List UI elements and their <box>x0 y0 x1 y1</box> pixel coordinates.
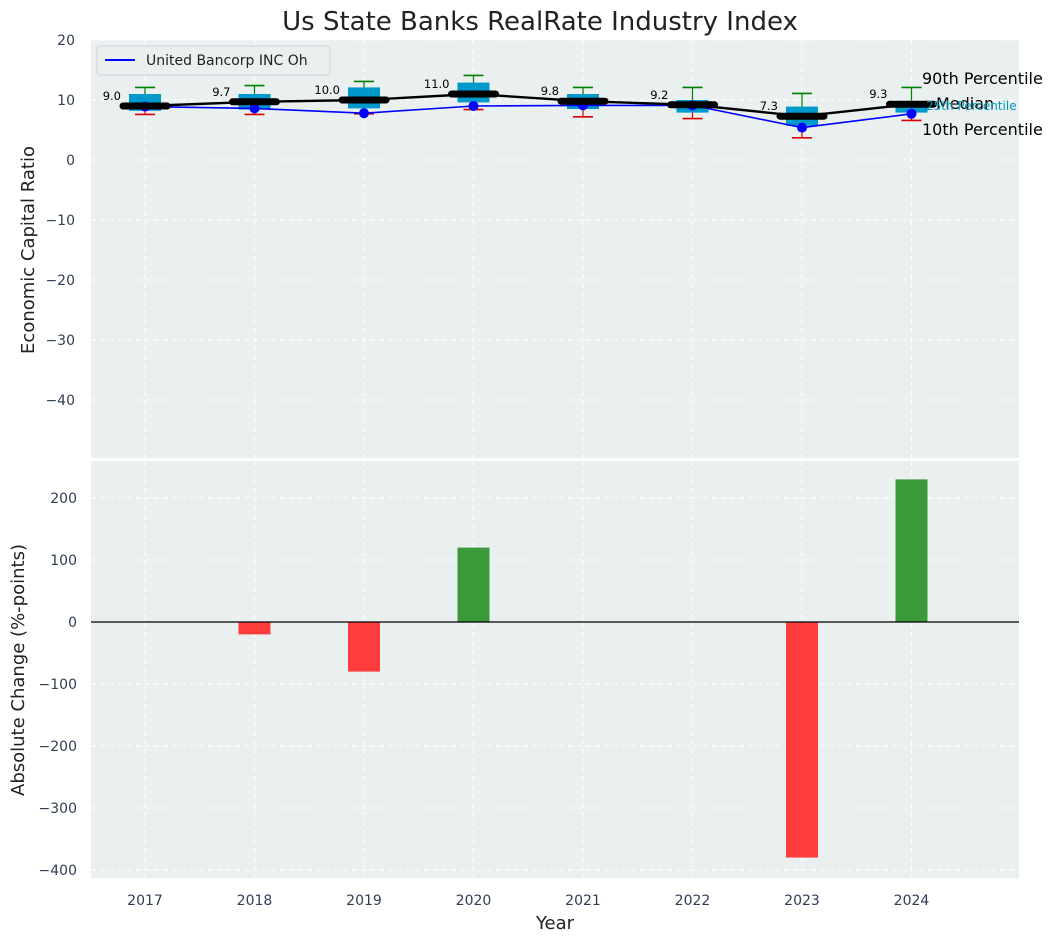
bottom-y-tick-label: −100 <box>39 677 77 693</box>
top-y-tick-label: −30 <box>45 333 75 349</box>
top-plot-marks: 9.0 9.7 10.0 11.0 9.8 9.2 7.3 9.3 <box>103 74 937 139</box>
bottom-bars <box>238 479 928 858</box>
top-y-tick-label: 20 <box>57 33 75 49</box>
chart-title: Us State Banks RealRate Industry Index <box>282 7 798 37</box>
top-y-axis-label: Economic Capital Ratio <box>18 146 39 354</box>
legend-label: United Bancorp INC Oh <box>146 53 308 69</box>
x-tick-label: 2021 <box>565 893 601 909</box>
bottom-y-axis-label: Absolute Change (%-points) <box>8 544 29 796</box>
top-gridlines <box>91 39 1019 458</box>
x-tick-label: 2022 <box>675 893 711 909</box>
x-tick-label: 2018 <box>237 893 273 909</box>
x-tick-label: 2019 <box>346 893 382 909</box>
top-y-tick-label: 10 <box>57 93 75 109</box>
change-bar <box>786 622 818 858</box>
x-axis-ticks: 2017 2018 2019 2020 2021 2022 2023 2024 <box>127 893 929 909</box>
annotation-25th-percentile: 25th Percentile <box>926 99 1017 113</box>
change-bar <box>895 479 928 622</box>
company-point <box>906 108 917 119</box>
top-y-tick-label: −10 <box>45 213 75 229</box>
x-tick-label: 2017 <box>127 893 163 909</box>
x-tick-label: 2020 <box>456 893 492 909</box>
median-value-label: 9.3 <box>869 87 887 101</box>
bottom-y-tick-label: 0 <box>68 615 77 631</box>
bottom-y-ticks: 200 100 0 −100 −200 −300 −400 <box>39 491 77 879</box>
x-tick-label: 2024 <box>894 893 930 909</box>
annotation-10th-percentile: 10th Percentile <box>922 120 1043 139</box>
bottom-y-tick-label: −200 <box>39 739 77 755</box>
change-bar <box>457 547 490 622</box>
top-y-ticks: 20 10 0 −10 −20 −30 −40 <box>45 33 75 409</box>
annotation-90th-percentile: 90th Percentile <box>922 69 1043 88</box>
legend-box <box>96 45 331 76</box>
company-line <box>144 104 912 129</box>
top-y-tick-label: −20 <box>45 273 75 289</box>
x-tick-label: 2023 <box>784 893 820 909</box>
median-value-label: 10.0 <box>314 83 340 97</box>
median-value-label: 7.3 <box>760 99 778 113</box>
median-value-label: 9.7 <box>212 85 230 99</box>
change-bar <box>348 622 380 672</box>
bottom-y-tick-label: 200 <box>50 491 77 507</box>
change-bar <box>238 622 271 635</box>
company-point <box>797 122 807 133</box>
company-point <box>468 101 479 111</box>
bottom-panel-background <box>91 461 1019 878</box>
bottom-y-tick-label: −400 <box>39 863 77 879</box>
median-value-label: 9.2 <box>650 88 668 102</box>
legend: United Bancorp INC Oh <box>96 45 331 76</box>
x-axis-label: Year <box>535 913 575 934</box>
company-point <box>359 108 369 119</box>
company-point <box>249 103 260 114</box>
bottom-y-tick-label: −300 <box>39 801 77 817</box>
annotation-median: Median <box>936 94 994 113</box>
top-y-tick-label: −40 <box>45 393 75 409</box>
median-value-label: 9.8 <box>541 84 559 98</box>
bottom-y-tick-label: 100 <box>50 553 77 569</box>
median-value-label: 11.0 <box>424 77 450 91</box>
median-value-label: 9.0 <box>103 89 121 103</box>
top-y-tick-label: 0 <box>66 153 75 169</box>
